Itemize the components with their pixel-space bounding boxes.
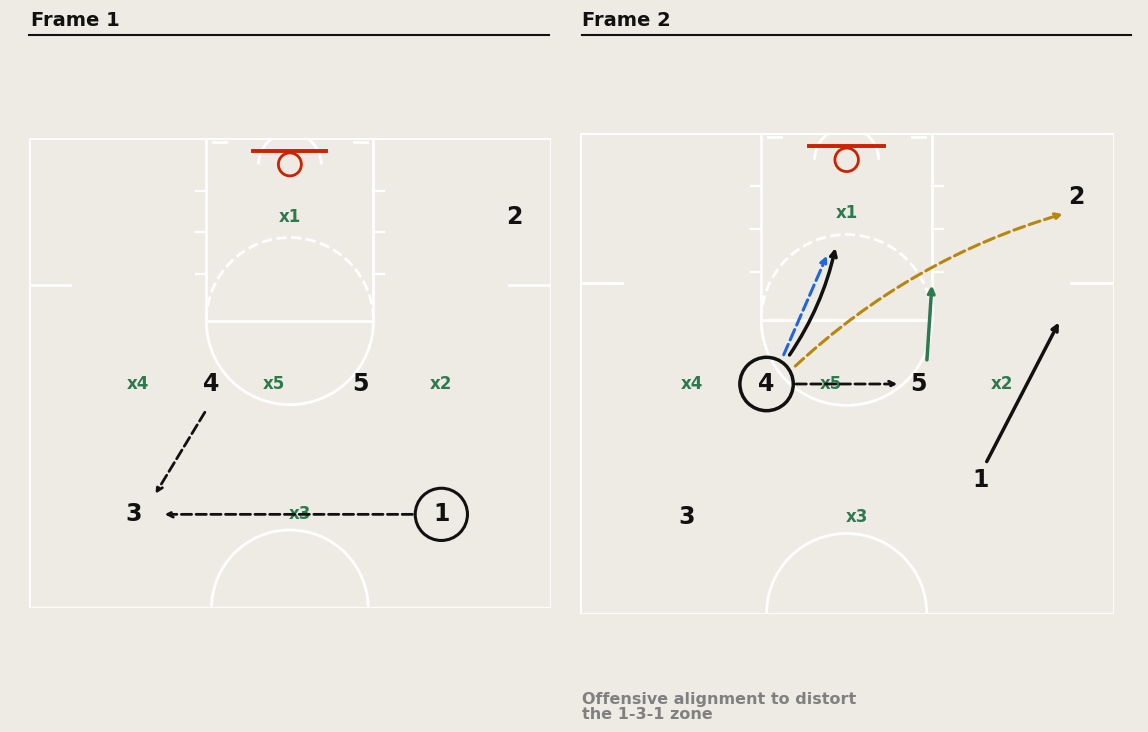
Text: x1: x1: [279, 208, 301, 225]
Text: x5: x5: [263, 375, 286, 393]
Text: Frame 2: Frame 2: [582, 11, 670, 29]
Text: Offensive alignment to distort: Offensive alignment to distort: [582, 692, 856, 707]
Text: x4: x4: [681, 375, 703, 393]
Text: the 1-3-1 zone: the 1-3-1 zone: [582, 707, 713, 722]
Text: x3: x3: [289, 505, 311, 523]
Text: 5: 5: [910, 372, 926, 396]
Text: x5: x5: [820, 375, 841, 393]
Text: x4: x4: [127, 375, 149, 393]
Text: Frame 1: Frame 1: [31, 11, 119, 29]
Text: 4: 4: [203, 372, 219, 396]
Text: x2: x2: [991, 375, 1013, 393]
Text: 2: 2: [1068, 185, 1085, 209]
Text: 1: 1: [433, 502, 450, 526]
Text: x3: x3: [846, 509, 869, 526]
Text: 4: 4: [759, 372, 775, 396]
Text: 2: 2: [506, 205, 522, 228]
Text: x1: x1: [836, 204, 858, 223]
Text: x2: x2: [430, 375, 452, 393]
Text: 1: 1: [972, 468, 988, 492]
Text: 3: 3: [678, 506, 695, 529]
Text: 3: 3: [125, 502, 141, 526]
Text: 5: 5: [352, 372, 369, 396]
